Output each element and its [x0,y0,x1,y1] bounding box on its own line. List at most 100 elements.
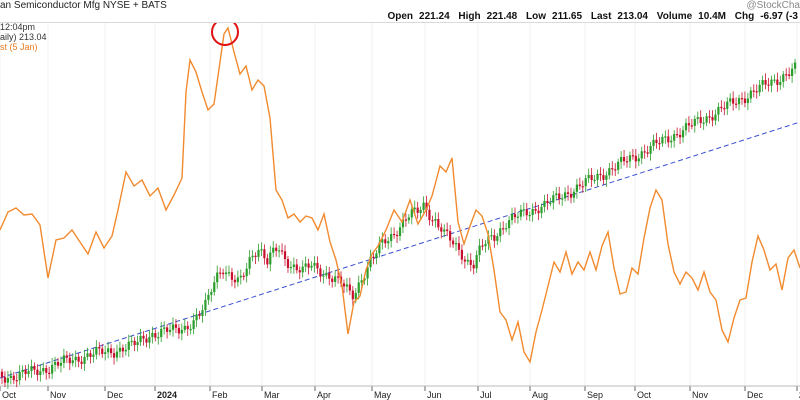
candle-body [469,259,472,265]
x-tick-label: 2024 [157,390,177,400]
high-value: 221.48 [486,11,518,22]
candle-body [357,282,360,293]
candle-body [307,263,310,268]
candle-body [696,117,699,119]
candle-body [74,356,77,361]
candle-body [254,255,257,257]
candle-body [286,259,290,268]
candle-body [157,337,160,339]
candle-body [425,202,428,210]
candle-body [71,360,74,364]
candle-body [720,106,723,109]
candle-body [572,191,576,198]
x-tick-label: Dec [747,390,764,400]
candle-body [53,361,57,365]
candle-body [48,372,51,375]
candle-body [398,227,402,237]
candle-body [216,272,219,283]
candle-body [676,134,679,136]
candle-body [222,272,225,275]
candle-body [555,193,558,196]
candle-body [664,136,667,138]
candle-body [36,369,39,376]
candle-body [752,90,755,92]
candle-body [130,340,133,343]
candle-body [384,239,387,244]
candle-body [375,253,378,258]
candle-body [446,229,449,232]
candle-body [39,371,42,376]
candle-body [77,356,80,362]
low-label: Low [526,11,547,22]
candle-body [522,209,525,211]
candle-body [160,328,163,338]
candle-body [245,268,248,277]
candle-body [251,255,254,258]
candle-body [336,276,340,278]
candle-body [617,161,620,170]
candle-body [484,243,487,247]
candle-body [319,268,322,277]
x-tick-label: Oct [637,390,652,400]
x-tick-label: Dec [107,390,124,400]
candle-body [316,262,319,269]
candle-body [413,207,416,210]
candle-body [667,136,670,143]
candle-body [584,178,587,187]
candle-body [68,357,71,364]
x-tick-label: May [374,390,392,400]
candle-body [301,266,304,273]
candle-body [269,252,272,265]
candle-body [275,247,278,251]
candle-body [543,200,546,207]
candle-body [661,136,664,144]
candle-body [298,270,301,273]
candle-body [210,292,213,295]
candle-body [183,325,186,330]
candle-body [493,235,496,241]
candle-body [563,192,567,199]
candle-body [345,284,349,287]
candle-body [434,219,437,221]
candle-body [104,352,107,354]
candle-body [6,377,9,383]
candle-body [513,214,517,218]
candle-body [566,192,570,194]
candle-body [475,255,478,269]
candle-body [457,243,461,250]
candle-body [502,228,505,230]
candle-body [325,272,328,276]
candle-body [127,341,130,350]
candle-body [410,209,413,218]
candle-body [791,68,794,76]
candle-body [236,277,239,283]
candle-body [490,235,493,237]
candle-body [440,227,443,232]
candle-body [148,337,151,343]
candle-body [705,116,708,123]
x-tick-label: Feb [212,390,228,400]
candle-body [625,161,629,163]
candle-body [708,116,711,118]
candle-body [51,364,54,374]
candle-body [478,245,481,256]
candle-body [737,98,741,105]
series1-label: aily) 213.04 [0,32,47,42]
candle-body [21,369,24,372]
candle-body [360,280,363,283]
candle-body [390,233,393,242]
candle-body [322,275,325,277]
x-tick-label: Nov [50,390,67,400]
candle-body [92,354,95,357]
candle-body [18,371,21,381]
candle-body [109,348,113,354]
candle-body [711,117,714,121]
candle-body [496,236,499,241]
candle-body [463,259,466,262]
candle-body [516,216,520,218]
candle-body [115,351,119,358]
candle-body [174,324,178,328]
candle-body [734,103,738,105]
candle-body [525,209,528,216]
